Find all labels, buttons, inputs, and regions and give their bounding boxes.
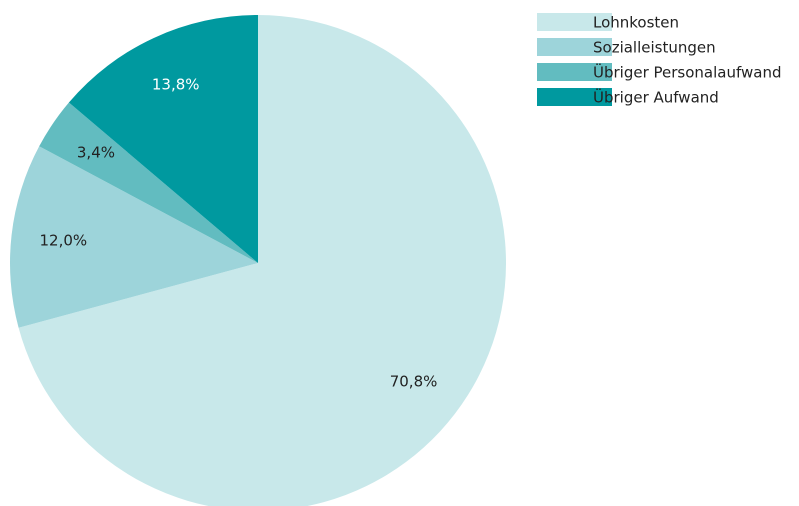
data-label: 13,8%	[152, 76, 200, 94]
pie-slice	[18, 15, 506, 506]
pie-slice	[68, 15, 258, 263]
data-label: 3,4%	[77, 143, 115, 161]
legend-label: Übriger Personalaufwand	[593, 63, 782, 82]
legend-swatch	[537, 63, 612, 81]
legend-label: Sozialleistungen	[593, 39, 716, 57]
legend-swatch	[537, 88, 612, 106]
legend-swatch	[537, 38, 612, 56]
legend-label: Lohnkosten	[593, 14, 679, 32]
data-label: 70,8%	[390, 373, 438, 391]
data-label: 12,0%	[40, 231, 88, 249]
pie-slice	[39, 102, 259, 263]
legend-label: Übriger Aufwand	[593, 88, 719, 107]
legend-swatch	[537, 13, 612, 31]
pie-slice	[10, 146, 258, 328]
